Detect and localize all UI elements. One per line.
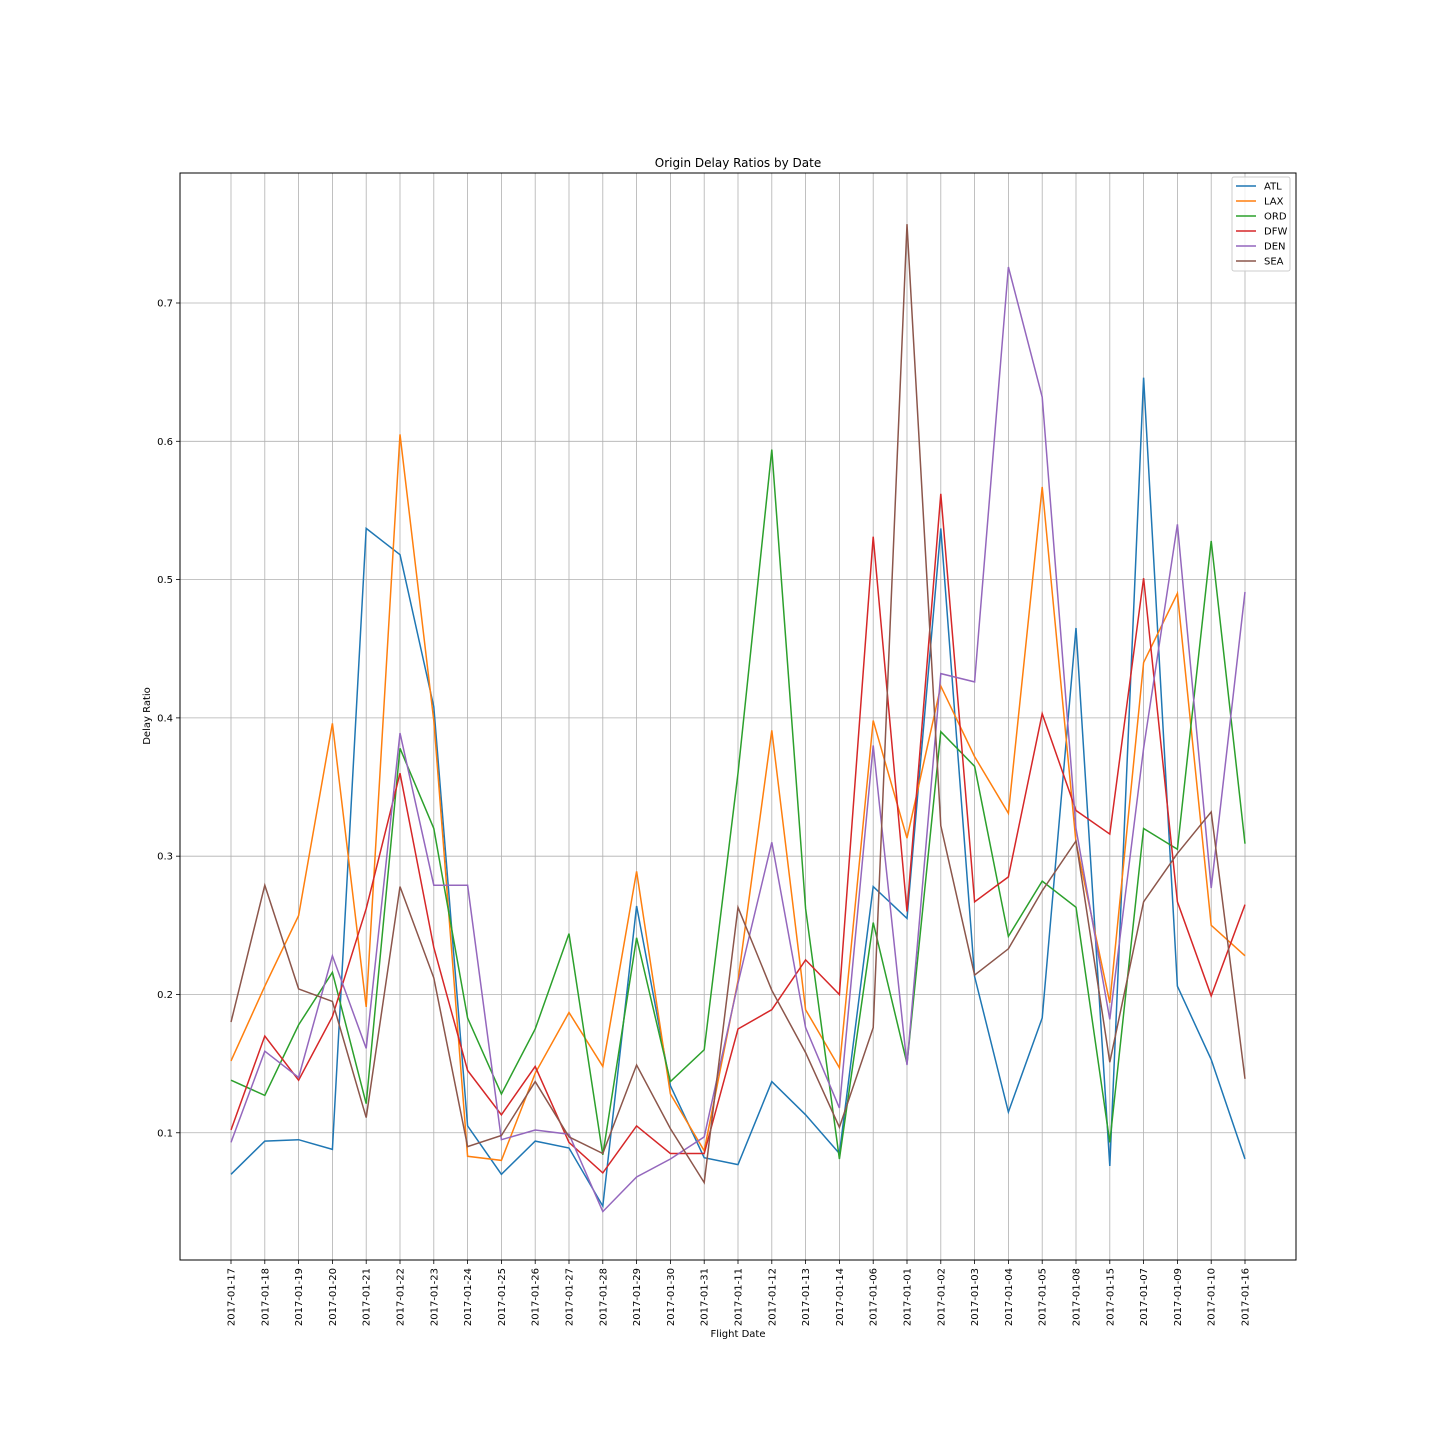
x-tick-label: 2017-01-26 — [531, 1268, 542, 1326]
x-tick-label: 2017-01-05 — [1038, 1268, 1049, 1326]
y-tick-label: 0.7 — [157, 298, 173, 309]
x-tick-label: 2017-01-12 — [767, 1268, 778, 1326]
x-tick-label: 2017-01-14 — [835, 1268, 846, 1326]
x-tick-label: 2017-01-07 — [1139, 1268, 1150, 1326]
y-tick-label: 0.3 — [157, 852, 173, 863]
x-tick-label: 2017-01-09 — [1173, 1268, 1184, 1326]
x-tick-label: 2017-01-20 — [328, 1268, 339, 1326]
y-axis: 0.1 0.2 0.3 0.4 0.5 0.6 0.7 — [157, 298, 180, 1139]
x-tick-label: 2017-01-30 — [666, 1268, 677, 1326]
x-tick-label: 2017-01-31 — [700, 1268, 711, 1326]
legend-label-dfw: DFW — [1264, 227, 1287, 238]
x-tick-label: 2017-01-15 — [1105, 1268, 1116, 1326]
x-tick-label: 2017-01-03 — [970, 1268, 981, 1326]
x-tick-label: 2017-01-21 — [362, 1268, 373, 1326]
legend-label-den: DEN — [1264, 242, 1286, 253]
x-tick-label: 2017-01-23 — [429, 1268, 440, 1326]
x-tick-label: 2017-01-19 — [294, 1268, 305, 1326]
legend-label-ord: ORD — [1264, 212, 1287, 223]
chart-title: Origin Delay Ratios by Date — [655, 156, 821, 170]
y-tick-label: 0.1 — [157, 1128, 173, 1139]
x-tick-label: 2017-01-18 — [260, 1268, 271, 1326]
series-line-den — [230, 266, 1246, 1213]
legend-label-lax: LAX — [1264, 197, 1284, 208]
y-tick-label: 0.5 — [157, 575, 173, 586]
x-tick-label: 2017-01-06 — [869, 1268, 880, 1326]
x-tick-label: 2017-01-01 — [903, 1268, 914, 1326]
x-tick-label: 2017-01-25 — [497, 1268, 508, 1326]
x-tick-label: 2017-01-08 — [1072, 1268, 1083, 1326]
x-tick-label: 2017-01-29 — [632, 1268, 643, 1326]
x-tick-label: 2017-01-10 — [1207, 1268, 1218, 1326]
x-tick-label: 2017-01-17 — [227, 1268, 238, 1326]
x-tick-label: 2017-01-02 — [936, 1268, 947, 1326]
legend: ATL LAX ORD DFW DEN SEA — [1231, 176, 1291, 272]
x-tick-label: 2017-01-04 — [1004, 1268, 1015, 1326]
series-line-atl — [230, 377, 1246, 1209]
x-axis-label: Flight Date — [711, 1329, 766, 1340]
legend-label-atl: ATL — [1264, 182, 1282, 193]
x-tick-label: 2017-01-22 — [396, 1268, 407, 1326]
legend-label-sea: SEA — [1264, 257, 1284, 268]
x-tick-label: 2017-01-11 — [734, 1268, 745, 1326]
y-tick-label: 0.6 — [157, 437, 173, 448]
y-tick-label: 0.4 — [157, 713, 173, 724]
x-tick-label: 2017-01-13 — [801, 1268, 812, 1326]
x-axis: 2017-01-17 2017-01-18 2017-01-19 2017-01-20… — [227, 1260, 1252, 1326]
x-tick-label: 2017-01-24 — [463, 1268, 474, 1326]
series-line-dfw — [230, 493, 1246, 1175]
series-line-sea — [230, 224, 1246, 1185]
series-layer — [230, 224, 1246, 1213]
x-tick-label: 2017-01-27 — [565, 1268, 576, 1326]
series-line-ord — [230, 449, 1246, 1160]
x-tick-label: 2017-01-16 — [1241, 1268, 1252, 1326]
y-axis-label: Delay Ratio — [142, 687, 153, 745]
y-tick-label: 0.2 — [157, 990, 173, 1001]
x-tick-label: 2017-01-28 — [598, 1268, 609, 1326]
